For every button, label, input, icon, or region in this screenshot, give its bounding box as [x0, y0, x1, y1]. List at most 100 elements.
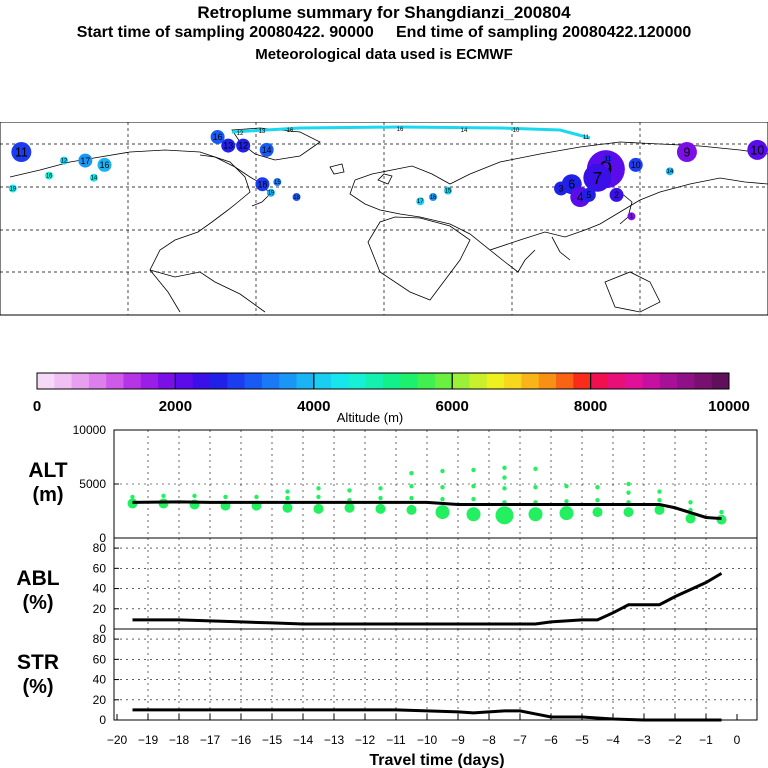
alt-point: [654, 504, 665, 515]
alt-unit: (m): [32, 484, 63, 506]
colorbar-cell: [348, 373, 367, 389]
alt-point: [502, 465, 507, 470]
alt-point: [130, 494, 135, 500]
map-marker-circle: [444, 186, 452, 195]
map-marker: 16: [210, 130, 225, 145]
y-tick-label: 5000: [79, 477, 106, 491]
map-marker-circle: [416, 197, 425, 206]
abl-panel: 0 20 40 60 80: [93, 537, 758, 636]
colorbar-cell: [261, 373, 280, 389]
alt-point: [595, 485, 600, 490]
alt-point: [316, 494, 321, 500]
map-marker: 17: [416, 197, 425, 206]
alt-point: [719, 509, 724, 515]
x-tick-label: −16: [231, 733, 252, 747]
map-marker-circle: [8, 184, 17, 193]
map-marker-label: 19: [268, 191, 275, 197]
colorbar-tick-label: 4000: [297, 398, 330, 415]
track-day-label: 13: [259, 129, 266, 135]
map-marker: 9: [676, 142, 697, 163]
map-marker: 17: [78, 153, 93, 168]
x-tick-label: −4: [606, 733, 620, 747]
alt-point: [564, 499, 569, 504]
y-tick-label: 0: [99, 622, 106, 636]
map-marker-label: 18: [293, 195, 300, 201]
met-data-line: Meteorological data used is ECMWF: [255, 46, 513, 63]
y-tick-label: 10000: [73, 425, 107, 437]
colorbar-cell: [434, 373, 453, 389]
map-marker-label: 13: [223, 141, 233, 151]
alt-point: [223, 494, 228, 500]
map-marker: 18: [255, 177, 270, 192]
map-marker: 11: [604, 154, 612, 163]
alt-point: [313, 503, 324, 514]
alt-point: [502, 486, 507, 491]
colorbar-cell: [158, 373, 176, 389]
map-marker: 14: [259, 142, 274, 157]
str-label: STR: [17, 651, 59, 674]
map-marker: 16: [97, 157, 112, 172]
alt-point: [406, 504, 417, 515]
colorbar-cell: [469, 373, 488, 389]
colorbar-tick-label: 10000: [708, 398, 750, 415]
map-marker-circle: [236, 138, 251, 153]
alt-point: [471, 467, 476, 473]
str-panel: 0 20 40 60 80: [93, 628, 758, 727]
colorbar-cell: [106, 373, 124, 389]
alt-point: [347, 488, 352, 493]
map-marker-label: 17: [417, 199, 424, 205]
x-tick-label: −18: [169, 733, 190, 747]
abl-label: ABL: [16, 567, 59, 590]
alt-point: [466, 507, 481, 522]
map-marker-label: 14: [667, 169, 674, 175]
abl-series-line: [132, 572, 723, 626]
alt-point: [344, 502, 355, 513]
alt-point: [595, 498, 600, 503]
colorbar-cell: [123, 373, 142, 389]
map-marker: 2: [609, 187, 624, 202]
y-tick-label: 80: [93, 632, 107, 646]
abl-unit: (%): [22, 592, 53, 614]
map-marker-circle: [676, 142, 697, 163]
alt-point: [685, 513, 696, 524]
plume-track-line: [231, 125, 591, 140]
alt-point: [285, 489, 290, 494]
x-axis-title: Travel time (days): [369, 752, 504, 768]
colorbar-cell: [71, 373, 90, 389]
map-marker-label: 11: [605, 156, 612, 162]
sampling-time-line: Start time of sampling 20080422. 90000 E…: [76, 24, 692, 41]
map-markers: 1112171616131214181519181916141615179764…: [8, 127, 768, 221]
map-marker: 15: [273, 178, 282, 187]
map-marker-circle: [273, 178, 282, 187]
map-marker: 13: [221, 138, 236, 153]
map-marker-circle: [97, 157, 112, 172]
map-marker-label: 16: [100, 160, 110, 170]
x-tick-label: −2: [668, 733, 682, 747]
track-day-label: 16: [397, 127, 404, 133]
colorbar-cell: [417, 373, 436, 389]
map-marker-circle: [78, 153, 93, 168]
colorbar-cell: [659, 373, 678, 389]
map-marker-circle: [89, 173, 98, 182]
alt-point: [409, 483, 414, 489]
chart-title: Retroplume summary for Shangdianzi_20080…: [197, 3, 571, 22]
alt-point: [440, 485, 445, 490]
colorbar-cell: [538, 373, 557, 389]
colorbar-cell: [227, 373, 245, 389]
map-marker-label: 9: [683, 146, 690, 160]
x-tick-label: 0: [734, 733, 741, 747]
map-marker-circle: [628, 157, 643, 172]
x-tick-label: −6: [544, 733, 558, 747]
alt-point: [316, 486, 321, 491]
x-tick-label: −12: [355, 733, 376, 747]
map-marker: 12: [60, 156, 68, 165]
alt-point: [440, 496, 445, 502]
map-marker-label: 10: [750, 143, 764, 157]
colorbar-frame: [36, 372, 730, 390]
map-marker: 14: [665, 167, 674, 176]
colorbar-cell: [642, 373, 661, 389]
colorbar-cell: [383, 373, 401, 389]
colorbar-cell: [313, 373, 332, 389]
map-marker-label: 12: [61, 158, 68, 164]
